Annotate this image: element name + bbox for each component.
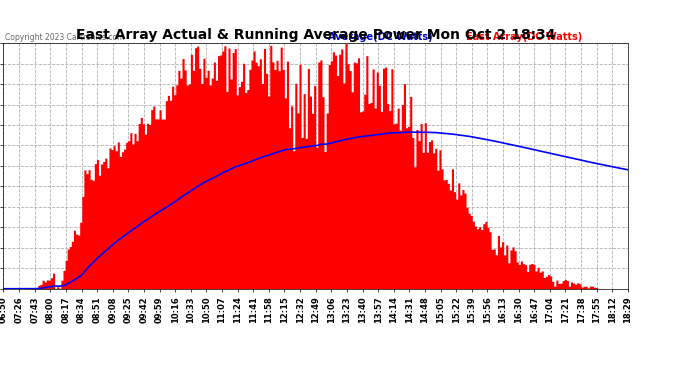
Text: Copyright 2023 Cartronics.com: Copyright 2023 Cartronics.com	[5, 33, 124, 42]
Title: East Array Actual & Running Average Power Mon Oct 2 18:34: East Array Actual & Running Average Powe…	[76, 28, 555, 42]
Text: Average(DC Watts): Average(DC Watts)	[328, 32, 433, 42]
Text: East Array(DC Watts): East Array(DC Watts)	[466, 32, 582, 42]
